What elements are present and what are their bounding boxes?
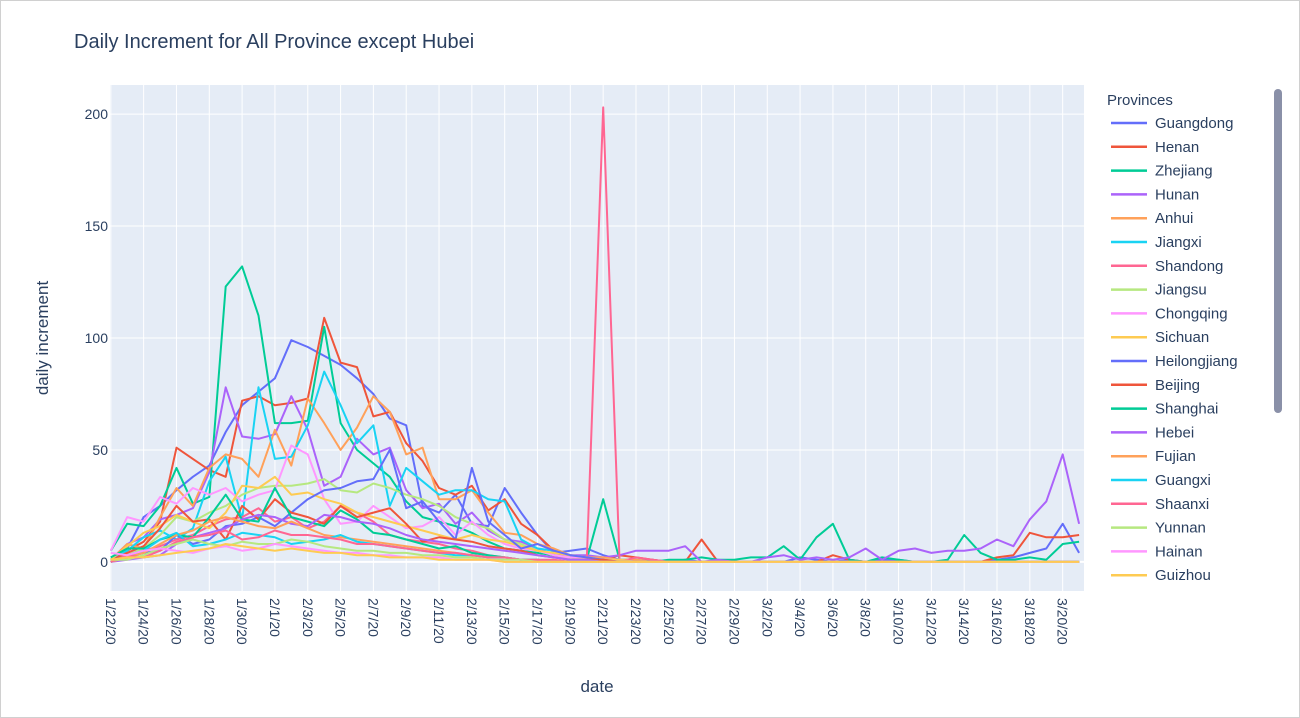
legend-item-chongqing[interactable]: Chongqing xyxy=(1111,305,1228,322)
x-tick-label: 2/21/20 xyxy=(595,598,611,645)
legend-label: Beijing xyxy=(1155,377,1200,394)
x-tick-label: 2/13/20 xyxy=(464,598,480,645)
legend-label: Hainan xyxy=(1155,543,1203,560)
legend-label: Hebei xyxy=(1155,424,1194,441)
legend-item-yunnan[interactable]: Yunnan xyxy=(1111,520,1206,537)
y-tick-label: 200 xyxy=(85,106,109,122)
legend-label: Guizhou xyxy=(1155,567,1211,584)
x-tick-label: 1/24/20 xyxy=(136,598,152,645)
legend-label: Guangdong xyxy=(1155,115,1233,132)
legend-item-guizhou[interactable]: Guizhou xyxy=(1111,567,1211,584)
legend-item-guangdong[interactable]: Guangdong xyxy=(1111,115,1233,132)
legend-label: Shanghai xyxy=(1155,401,1218,418)
legend-item-shandong[interactable]: Shandong xyxy=(1111,258,1223,275)
x-tick-label: 1/30/20 xyxy=(234,598,250,645)
x-axis-title: date xyxy=(580,677,613,696)
x-tick-label: 2/29/20 xyxy=(726,598,742,645)
x-tick-label: 1/26/20 xyxy=(168,598,184,645)
legend-label: Guangxi xyxy=(1155,472,1211,489)
x-tick-label: 2/17/20 xyxy=(530,598,546,645)
legend-item-fujian[interactable]: Fujian xyxy=(1111,448,1196,465)
legend-title: Provinces xyxy=(1107,92,1173,109)
x-tick-label: 2/23/20 xyxy=(628,598,644,645)
legend-label: Shandong xyxy=(1155,258,1223,275)
x-tick-label: 3/4/20 xyxy=(792,598,808,637)
x-tick-label: 2/15/20 xyxy=(497,598,513,645)
legend-scrollbar[interactable] xyxy=(1274,89,1282,413)
legend-item-jiangxi[interactable]: Jiangxi xyxy=(1111,234,1202,251)
legend-item-beijing[interactable]: Beijing xyxy=(1111,377,1200,394)
x-tick-label: 2/11/20 xyxy=(431,598,447,644)
y-tick-label: 100 xyxy=(85,330,109,346)
x-tick-label: 1/22/20 xyxy=(103,598,119,645)
legend-label: Shaanxi xyxy=(1155,496,1209,513)
x-tick-label: 2/3/20 xyxy=(300,598,316,637)
legend-item-hunan[interactable]: Hunan xyxy=(1111,186,1199,203)
legend-item-sichuan[interactable]: Sichuan xyxy=(1111,329,1209,346)
x-tick-label: 3/14/20 xyxy=(956,598,972,645)
legend-label: Chongqing xyxy=(1155,305,1228,322)
series-line-guizhou xyxy=(110,543,1080,563)
legend-label: Yunnan xyxy=(1155,520,1206,537)
x-tick-label: 3/6/20 xyxy=(825,598,841,637)
x-tick-label: 2/27/20 xyxy=(694,598,710,645)
x-tick-label: 2/19/20 xyxy=(562,598,578,645)
legend-label: Sichuan xyxy=(1155,329,1209,346)
y-axis-ticks: 0 50 100 150 200 xyxy=(85,106,109,570)
chart-title: Daily Increment for All Province except … xyxy=(74,31,474,53)
x-tick-label: 3/2/20 xyxy=(759,598,775,637)
x-tick-label: 2/25/20 xyxy=(661,598,677,645)
y-tick-label: 0 xyxy=(100,554,108,570)
legend-item-heilongjiang[interactable]: Heilongjiang xyxy=(1111,353,1238,370)
x-tick-label: 2/9/20 xyxy=(398,598,414,637)
x-tick-label: 3/16/20 xyxy=(989,598,1005,645)
legend-label: Heilongjiang xyxy=(1155,353,1238,370)
x-tick-label: 1/28/20 xyxy=(201,598,217,645)
x-tick-label: 3/8/20 xyxy=(858,598,874,637)
legend-label: Jiangxi xyxy=(1155,234,1202,251)
legend-label: Fujian xyxy=(1155,448,1196,465)
gridlines xyxy=(110,85,1084,591)
legend-item-shanghai[interactable]: Shanghai xyxy=(1111,401,1218,418)
x-tick-label: 2/1/20 xyxy=(267,598,283,637)
series-lines xyxy=(110,106,1081,563)
legend-label: Anhui xyxy=(1155,210,1193,227)
legend-item-jiangsu[interactable]: Jiangsu xyxy=(1111,282,1207,299)
x-tick-label: 2/7/20 xyxy=(365,598,381,637)
legend: Provinces Guangdong Henan Zhejiang Hunan Anh… xyxy=(1107,92,1238,584)
x-tick-label: 3/12/20 xyxy=(923,598,939,645)
y-tick-label: 50 xyxy=(92,442,108,458)
legend-label: Jiangsu xyxy=(1155,282,1207,299)
legend-label: Henan xyxy=(1155,139,1199,156)
x-tick-label: 3/18/20 xyxy=(1022,598,1038,645)
y-tick-label: 150 xyxy=(85,218,109,234)
legend-item-henan[interactable]: Henan xyxy=(1111,139,1199,156)
legend-item-shaanxi[interactable]: Shaanxi xyxy=(1111,496,1209,513)
legend-label: Zhejiang xyxy=(1155,163,1213,180)
x-axis-ticks: 1/22/20 1/24/20 1/26/20 1/28/20 1/30/20 2/1/2… xyxy=(103,598,1071,645)
y-axis-title: daily increment xyxy=(33,281,52,396)
legend-item-anhui[interactable]: Anhui xyxy=(1111,210,1193,227)
x-tick-label: 2/5/20 xyxy=(333,598,349,637)
legend-item-zhejiang[interactable]: Zhejiang xyxy=(1111,163,1213,180)
legend-item-guangxi[interactable]: Guangxi xyxy=(1111,472,1211,489)
legend-item-hebei[interactable]: Hebei xyxy=(1111,424,1194,441)
x-tick-label: 3/10/20 xyxy=(891,598,907,645)
legend-label: Hunan xyxy=(1155,186,1199,203)
x-tick-label: 3/20/20 xyxy=(1055,598,1071,645)
legend-item-hainan[interactable]: Hainan xyxy=(1111,543,1203,560)
